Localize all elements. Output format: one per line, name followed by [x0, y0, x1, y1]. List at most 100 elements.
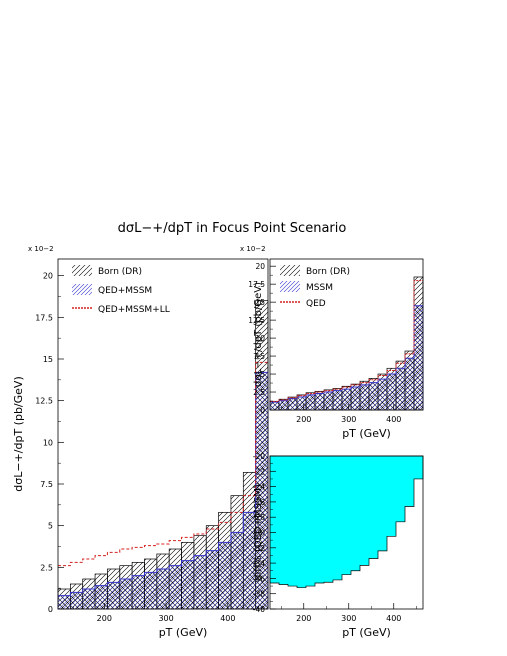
y-tick-label: 0 [260, 406, 265, 415]
series2-bar [230, 532, 244, 609]
series2-bar [306, 394, 315, 410]
series2-outline [269, 305, 424, 410]
series2-bar [279, 400, 288, 410]
series2-bar [95, 585, 108, 609]
y-tick-label: -28 [253, 513, 265, 522]
y-tick-label: 15 [255, 298, 265, 307]
series3-line [58, 361, 268, 567]
series2-bar [58, 595, 71, 609]
series2-outline [57, 371, 269, 609]
x-tick-label: 400 [220, 614, 235, 623]
y-tick-label: -38 [253, 590, 265, 599]
series2-bar [218, 542, 231, 609]
plot-frame [57, 258, 269, 610]
x-tick-label: 200 [296, 415, 311, 424]
chart-left: Born (DR) QED+MSSM QED+MSSM+LL 0 2.5 5 7.5 10 12… [12, 245, 269, 639]
x-tick-label: 400 [386, 415, 401, 424]
x-axis-label: pT (GeV) [342, 626, 391, 639]
legend-label: QED+MSSM+LL [98, 305, 170, 315]
series2-bar [288, 398, 297, 410]
y-tick-label: -20 [253, 452, 265, 461]
y-tick-label: 12.5 [248, 316, 265, 325]
series2-bar [351, 386, 360, 410]
chart-bottom-right: -40 -38 -36 -34 -32 -30 -28 -26 -24 -22 -20 200 300 4… [253, 452, 424, 639]
series2-bar [405, 358, 414, 410]
series2-bar [132, 575, 145, 609]
x-tick-label: 200 [296, 614, 311, 623]
y-tick-label: 15 [43, 355, 53, 364]
y-tick-label: 10 [255, 334, 265, 343]
legend-swatch [72, 265, 92, 276]
legend-label: Born (DR) [98, 267, 142, 277]
y-tick-label: 10 [43, 438, 53, 447]
series2-bar [119, 579, 133, 609]
axis-multiplier: x 10−2 [28, 245, 54, 253]
legend-label: Born (DR) [306, 267, 350, 277]
legend-label: QED [306, 299, 326, 309]
y-tick-label: -40 [253, 605, 265, 614]
x-axis-label: pT (GeV) [342, 427, 391, 440]
x-tick-label: 300 [341, 614, 356, 623]
y-axis-label: dσL−+/dpT (pb/GeV) [12, 376, 25, 491]
y-tick-label: 0 [48, 605, 53, 614]
y-tick-label: 20 [255, 262, 265, 271]
series2-bar [387, 374, 396, 410]
y-tick-label: 2.5 [253, 388, 265, 397]
y-tick-label: -26 [253, 498, 265, 507]
x-tick-label: 200 [97, 614, 112, 623]
y-tick-label: 7.5 [253, 352, 265, 361]
series2-bar [324, 392, 333, 410]
x-tick-label: 300 [158, 614, 173, 623]
y-tick-label: 17.5 [248, 280, 265, 289]
legend-label: QED+MSSM [98, 286, 152, 296]
y-tick-label: -32 [253, 544, 265, 553]
y-tick-label: -34 [253, 559, 265, 568]
y-tick-label: 17.5 [35, 313, 53, 322]
series2-bar [70, 592, 83, 609]
series2-bar [414, 305, 423, 410]
y-tick-label: 7.5 [40, 480, 53, 489]
series2-bar [378, 379, 387, 410]
series2-bar [206, 550, 219, 609]
legend-label: MSSM [306, 283, 333, 293]
legend: Born (DR) QED+MSSM QED+MSSM+LL [72, 265, 170, 315]
y-tick-label: 20 [43, 272, 53, 281]
y-tick-label: -36 [253, 574, 265, 583]
legend: Born (DR) MSSM QED [280, 265, 350, 309]
series2-bar [156, 569, 170, 609]
plot-frame [269, 258, 424, 411]
legend-swatch [280, 281, 300, 292]
y-tick-label: -22 [253, 467, 265, 476]
y-tick-label: 5 [48, 522, 53, 531]
y-axis-label: dσL−+/dpT (pb/GeV) [253, 282, 264, 387]
series2-bar [333, 390, 342, 410]
series2-bar [270, 402, 279, 410]
diff-area [269, 455, 424, 588]
y-tick-label: -24 [253, 483, 265, 492]
series2-bar [369, 382, 378, 410]
x-tick-label: 300 [341, 415, 356, 424]
y-tick-label: 5 [260, 370, 265, 379]
x-axis-label: pT (GeV) [159, 626, 208, 639]
legend-swatch [280, 265, 300, 276]
axis-multiplier: x 10−2 [240, 245, 266, 253]
y-tick-label: 2.5 [40, 563, 53, 572]
series2-bar [297, 397, 306, 410]
series2-bar [396, 368, 405, 410]
y-axis-label: diff% (QED+MSSM) [253, 484, 264, 581]
series2-bar [181, 560, 194, 609]
x-tick-label: 400 [386, 614, 401, 623]
legend-swatch [72, 284, 92, 295]
series2-bar [315, 393, 324, 410]
series2-bar [255, 372, 268, 609]
series3-line [270, 280, 423, 402]
series2-bar [243, 512, 256, 609]
figure-title: dσL−+/dpT in Focus Point Scenario [118, 221, 347, 236]
series2-bar [144, 572, 157, 609]
y-tick-label: 12.5 [35, 397, 53, 406]
chart-top-right: Born (DR) MSSM QED 0 2.5 5 7.5 10 12.5 15 17.5 20 20… [240, 245, 424, 440]
series2-bar [107, 582, 120, 609]
series2-bar [193, 555, 207, 609]
series2-bar [169, 565, 182, 609]
